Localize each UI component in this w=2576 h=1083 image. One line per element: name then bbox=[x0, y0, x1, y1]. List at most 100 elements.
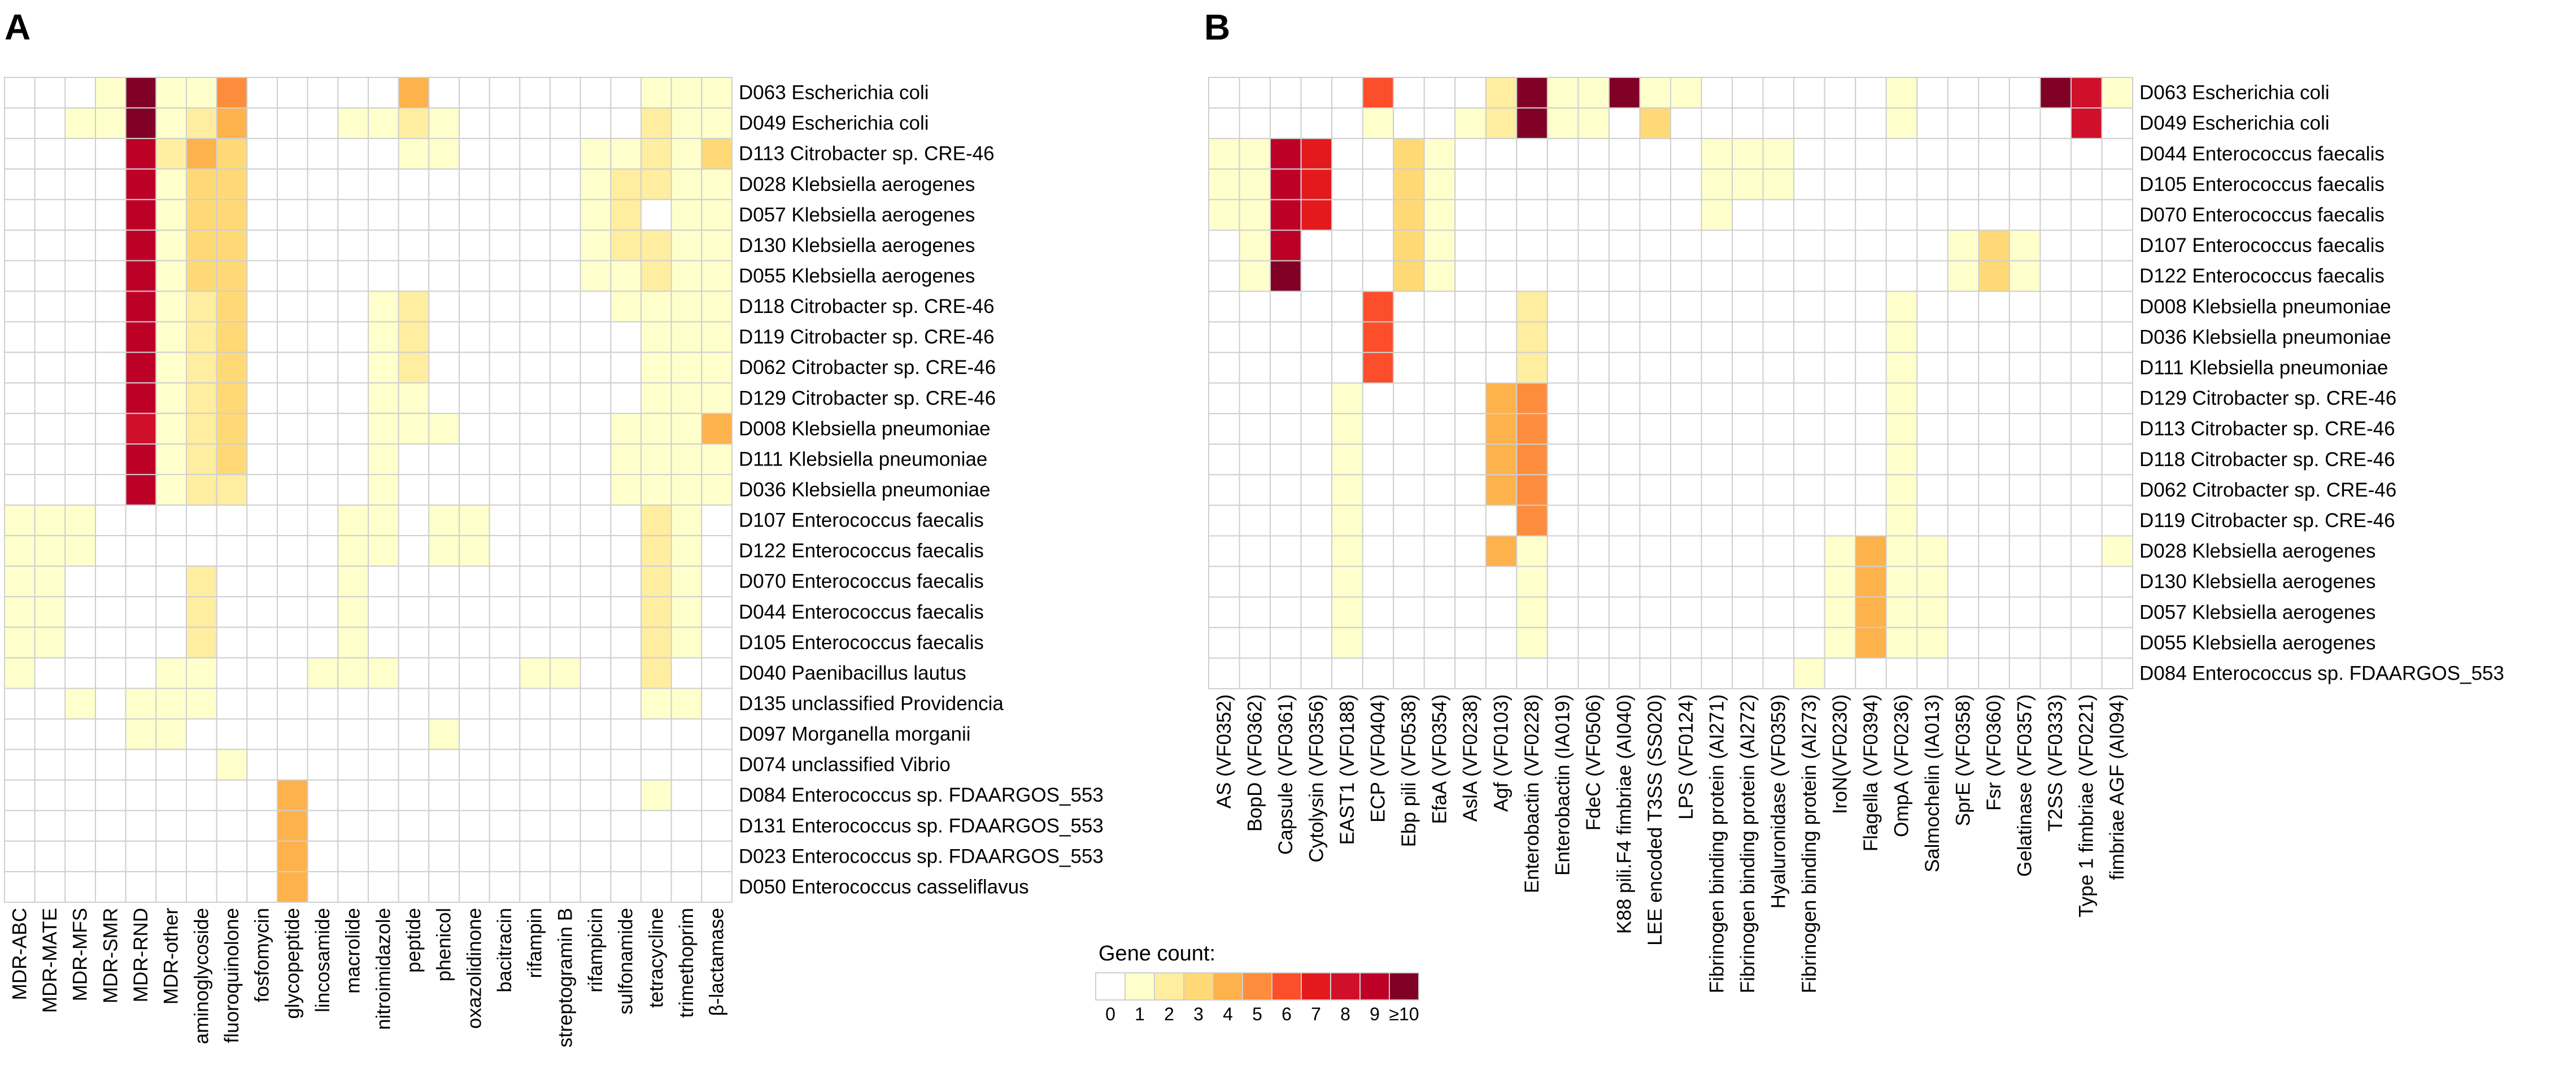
heatmap-cell bbox=[1485, 382, 1518, 415]
row-label: D097 Morganella morganii bbox=[739, 723, 971, 745]
heatmap-cell bbox=[1978, 566, 2010, 598]
heatmap-cell bbox=[125, 810, 157, 842]
heatmap-cell bbox=[2008, 566, 2041, 598]
heatmap-cell bbox=[2070, 229, 2103, 262]
heatmap-cell bbox=[1916, 107, 1949, 140]
heatmap-cell bbox=[1393, 351, 1425, 384]
heatmap-cell bbox=[550, 779, 581, 811]
heatmap-cell bbox=[307, 229, 339, 262]
heatmap-cell bbox=[1516, 199, 1548, 231]
heatmap-cell bbox=[95, 168, 127, 201]
heatmap-cell bbox=[1701, 474, 1733, 506]
heatmap-cell bbox=[155, 718, 188, 750]
row-label: D063 Escherichia coli bbox=[2139, 82, 2330, 104]
heatmap-cell bbox=[2008, 382, 2041, 415]
heatmap-cell bbox=[186, 351, 217, 384]
heatmap-cell bbox=[579, 718, 612, 750]
column-label: macrolide bbox=[342, 908, 364, 994]
row-label: D036 Klebsiella pneumoniae bbox=[739, 479, 991, 501]
heatmap-cell bbox=[337, 566, 369, 598]
heatmap-cell bbox=[1423, 443, 1456, 476]
heatmap-cell bbox=[34, 138, 66, 170]
heatmap-cell bbox=[670, 779, 703, 811]
heatmap-cell bbox=[1947, 413, 1980, 445]
heatmap-cell bbox=[64, 627, 97, 659]
heatmap-cell bbox=[1947, 77, 1980, 109]
legend-label: ≥10 bbox=[1389, 1004, 1419, 1024]
heatmap-cell bbox=[307, 382, 339, 414]
heatmap-cell bbox=[4, 77, 36, 109]
heatmap-cell bbox=[64, 290, 97, 323]
heatmap-cell bbox=[34, 443, 66, 475]
heatmap-cell bbox=[398, 871, 430, 903]
heatmap-cell bbox=[216, 260, 248, 292]
column-label: peptide bbox=[403, 908, 425, 973]
heatmap-cell bbox=[2101, 107, 2133, 140]
heatmap-cell bbox=[1855, 566, 1887, 598]
heatmap-cell bbox=[1885, 566, 1918, 598]
heatmap-cell bbox=[246, 351, 278, 384]
heatmap-cell bbox=[1300, 474, 1333, 506]
heatmap-cell bbox=[2008, 229, 2041, 262]
heatmap-cell bbox=[307, 840, 339, 872]
heatmap-cell bbox=[307, 351, 339, 384]
heatmap-cell bbox=[125, 749, 157, 781]
heatmap-cell bbox=[1208, 504, 1240, 537]
heatmap-cell bbox=[1701, 596, 1733, 628]
heatmap-cell bbox=[277, 351, 308, 384]
heatmap-cell bbox=[368, 504, 399, 537]
heatmap-cell bbox=[1639, 138, 1671, 170]
heatmap-cell bbox=[216, 535, 248, 567]
heatmap-cell bbox=[155, 688, 188, 720]
heatmap-cell bbox=[1454, 504, 1487, 537]
heatmap-cell bbox=[1423, 107, 1456, 140]
column-label: sulfonamide bbox=[615, 908, 637, 1015]
heatmap-cell bbox=[398, 504, 430, 537]
heatmap-cell bbox=[1485, 504, 1518, 537]
heatmap-cell bbox=[1454, 260, 1487, 292]
heatmap-cell bbox=[64, 351, 97, 384]
heatmap-cell bbox=[1824, 566, 1856, 598]
heatmap-cell bbox=[1824, 107, 1856, 140]
heatmap-cell bbox=[1916, 566, 1949, 598]
heatmap-cell bbox=[368, 443, 399, 475]
heatmap-cell bbox=[186, 688, 217, 720]
heatmap-cell bbox=[459, 657, 490, 689]
heatmap-cell bbox=[1762, 657, 1795, 690]
heatmap-cell bbox=[155, 596, 188, 628]
column-label: fluoroquinolone bbox=[221, 908, 243, 1043]
heatmap-cell bbox=[2101, 168, 2133, 201]
heatmap-cell bbox=[640, 688, 672, 720]
heatmap-cell bbox=[519, 351, 551, 384]
heatmap-cell bbox=[701, 688, 733, 720]
heatmap-cell bbox=[277, 566, 308, 598]
heatmap-cell bbox=[398, 382, 430, 414]
heatmap-cell bbox=[2101, 229, 2133, 262]
heatmap-cell bbox=[1362, 107, 1394, 140]
legend-label: 6 bbox=[1282, 1004, 1292, 1024]
heatmap-cell bbox=[186, 596, 217, 628]
heatmap-cell bbox=[368, 535, 399, 567]
heatmap-cell bbox=[1393, 596, 1425, 628]
row-label: D084 Enterococcus sp. FDAARGOS_553 bbox=[2139, 662, 2504, 684]
heatmap-cell bbox=[701, 351, 733, 384]
heatmap-cell bbox=[34, 260, 66, 292]
heatmap-cell bbox=[428, 229, 460, 262]
heatmap-cell bbox=[1546, 351, 1579, 384]
heatmap-cell bbox=[95, 840, 127, 872]
heatmap-cell bbox=[459, 718, 490, 750]
heatmap-cell bbox=[2070, 290, 2103, 323]
heatmap-cell bbox=[2008, 107, 2041, 140]
heatmap-cell bbox=[186, 107, 217, 140]
heatmap-cell bbox=[1577, 504, 1610, 537]
heatmap-cell bbox=[307, 871, 339, 903]
heatmap-cell bbox=[1239, 504, 1271, 537]
heatmap-cell bbox=[1824, 138, 1856, 170]
heatmap-cell bbox=[701, 535, 733, 567]
heatmap-cell bbox=[277, 168, 308, 201]
column-label: streptogramin B bbox=[554, 908, 576, 1047]
heatmap-cell bbox=[489, 412, 521, 445]
heatmap-cell bbox=[368, 290, 399, 323]
heatmap-cell bbox=[579, 229, 612, 262]
column-label: ECP (VF0404) bbox=[1367, 694, 1389, 823]
